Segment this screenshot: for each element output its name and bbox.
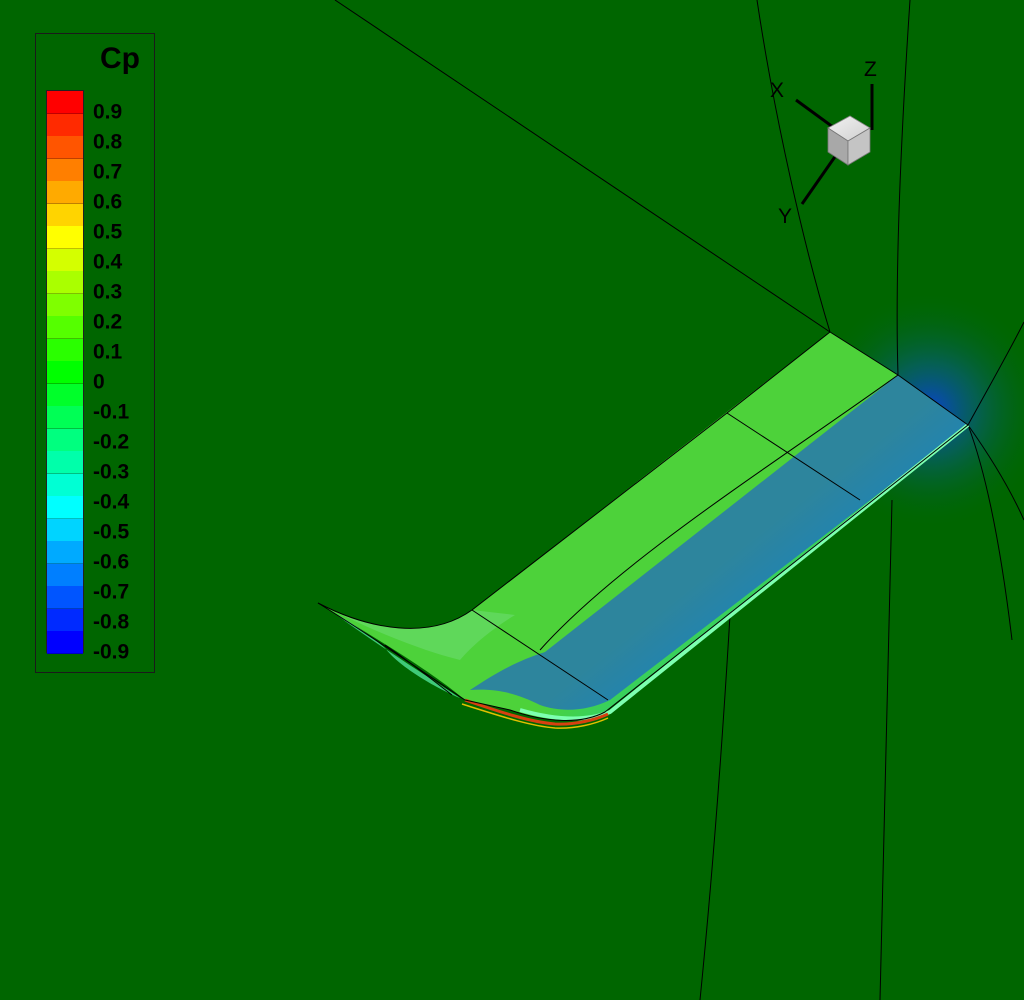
color-band bbox=[47, 226, 83, 250]
color-band bbox=[47, 361, 83, 385]
legend-tick-label: -0.6 bbox=[93, 550, 130, 574]
color-band bbox=[47, 586, 83, 610]
color-band bbox=[47, 136, 83, 160]
color-band bbox=[47, 113, 83, 137]
grid-lines bbox=[334, 0, 1024, 1000]
legend-tick-label: -0.2 bbox=[93, 430, 130, 454]
color-band bbox=[47, 541, 83, 565]
orientation-cube bbox=[827, 115, 871, 166]
legend-tick-label: -0.5 bbox=[93, 520, 130, 544]
color-band bbox=[47, 563, 83, 587]
color-band bbox=[47, 406, 83, 430]
legend-tick-label: -0.8 bbox=[93, 610, 130, 634]
color-band bbox=[47, 518, 83, 542]
legend-tick-label: 0.4 bbox=[93, 250, 123, 274]
color-band bbox=[47, 383, 83, 407]
legend-title: Cp bbox=[100, 42, 140, 75]
color-band bbox=[47, 203, 83, 227]
x-axis-label: X bbox=[770, 79, 784, 102]
y-axis-label: Y bbox=[778, 205, 792, 228]
z-axis-label: Z bbox=[864, 58, 877, 81]
color-band bbox=[47, 473, 83, 497]
legend-tick-label: 0.1 bbox=[93, 340, 123, 364]
color-band bbox=[47, 181, 83, 205]
color-band bbox=[47, 248, 83, 272]
color-band bbox=[47, 631, 83, 655]
color-band bbox=[47, 316, 83, 340]
legend-tick-label: -0.4 bbox=[93, 490, 130, 514]
cp-legend: Cp 0.9 0.8 0.7 0.6 0.5 0.4 0.3 0.2 0.1 0 -0.1 -0.2 -… bbox=[35, 33, 155, 673]
color-band bbox=[47, 271, 83, 295]
legend-tick-label: 0.2 bbox=[93, 310, 123, 334]
color-band bbox=[47, 608, 83, 632]
color-band bbox=[47, 338, 83, 362]
legend-tick-label: 0.7 bbox=[93, 160, 123, 184]
color-band bbox=[47, 451, 83, 475]
legend-tick-label: 0.8 bbox=[93, 130, 123, 154]
color-band bbox=[47, 496, 83, 520]
color-band bbox=[47, 428, 83, 452]
color-scale-bar bbox=[46, 90, 84, 655]
legend-tick-label: -0.7 bbox=[93, 580, 130, 604]
legend-tick-label: -0.1 bbox=[93, 400, 130, 424]
color-band bbox=[47, 91, 83, 115]
legend-tick-label: -0.9 bbox=[93, 640, 130, 664]
color-band bbox=[47, 158, 83, 182]
legend-tick-label: 0.6 bbox=[93, 190, 123, 214]
color-band bbox=[47, 293, 83, 317]
legend-tick-label: 0.3 bbox=[93, 280, 123, 304]
wing-surface bbox=[317, 331, 970, 729]
legend-tick-label: 0.5 bbox=[93, 220, 123, 244]
legend-tick-label: 0 bbox=[93, 370, 105, 394]
axis-triad: X Y Z bbox=[770, 58, 877, 228]
legend-tick-label: 0.9 bbox=[93, 100, 123, 124]
legend-tick-label: -0.3 bbox=[93, 460, 130, 484]
